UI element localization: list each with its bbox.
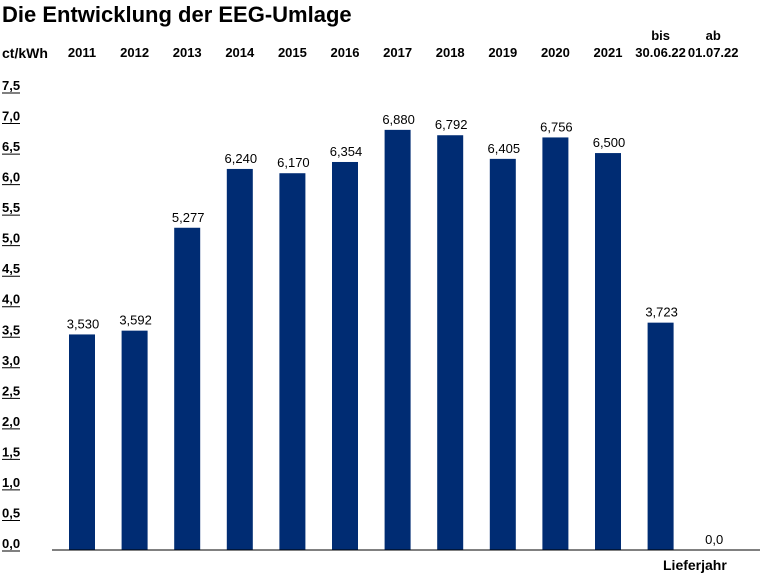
data-label: 6,354 bbox=[330, 144, 363, 159]
x-category-label: 2012 bbox=[120, 45, 149, 60]
data-label: 6,405 bbox=[488, 141, 521, 156]
x-category-label: 2016 bbox=[331, 45, 360, 60]
x-category-label: 2019 bbox=[488, 45, 517, 60]
data-label: 6,170 bbox=[277, 155, 310, 170]
bar bbox=[332, 161, 358, 550]
x-category-label: ab bbox=[706, 28, 721, 43]
y-tick-label: 5,5 bbox=[2, 200, 20, 215]
y-tick-label: 3,0 bbox=[2, 353, 20, 368]
bar bbox=[647, 322, 674, 550]
x-category-label: 2018 bbox=[436, 45, 465, 60]
bar bbox=[595, 153, 621, 551]
data-label: 3,530 bbox=[67, 316, 100, 331]
bar bbox=[489, 158, 516, 551]
chart-title: Die Entwicklung der EEG-Umlage bbox=[2, 2, 352, 27]
data-label: 0,0 bbox=[705, 532, 723, 547]
bar bbox=[542, 137, 569, 550]
x-category-label: 2011 bbox=[68, 45, 96, 60]
x-category-label: 2020 bbox=[541, 45, 570, 60]
y-tick-label: 1,0 bbox=[2, 475, 20, 490]
y-tick-label: 0,5 bbox=[2, 505, 20, 520]
data-label: 6,240 bbox=[225, 151, 258, 166]
y-tick-label: 5,0 bbox=[2, 231, 20, 246]
bars bbox=[69, 129, 674, 551]
x-category-label: 01.07.22 bbox=[688, 45, 739, 60]
bar bbox=[279, 173, 306, 550]
data-label: 6,756 bbox=[540, 119, 573, 134]
data-labels: 3,530 3,592 5,277 6,240 6,170 6,354 6,880 6,792… bbox=[67, 112, 724, 547]
y-tick-label: 0,0 bbox=[2, 536, 20, 551]
data-label: 6,500 bbox=[593, 135, 626, 150]
data-label: 3,592 bbox=[119, 313, 152, 328]
bar bbox=[121, 330, 148, 550]
y-tick-label: 6,0 bbox=[2, 170, 20, 185]
y-axis-unit-label: ct/kWh bbox=[2, 45, 48, 61]
x-axis-title: Lieferjahr bbox=[663, 557, 727, 573]
x-category-label: 2017 bbox=[383, 45, 412, 60]
y-tick-label: 3,5 bbox=[2, 322, 20, 337]
y-tick-label: 2,0 bbox=[2, 414, 20, 429]
y-axis-ticks: 0,0 0,5 1,0 1,5 2,0 2,5 3,0 3,5 4,0 4,5 5,0 5,5 6,0 6… bbox=[2, 78, 20, 552]
data-label: 6,792 bbox=[435, 117, 468, 132]
x-category-label: 30.06.22 bbox=[635, 45, 686, 60]
bar bbox=[384, 129, 411, 550]
bar bbox=[174, 227, 201, 550]
data-label: 5,277 bbox=[172, 210, 205, 225]
bar bbox=[226, 168, 253, 550]
y-tick-label: 7,5 bbox=[2, 78, 20, 93]
x-axis-categories: 2011 2012 2013 2014 2015 2016 2017 2018 2019 2020… bbox=[68, 28, 739, 60]
data-label: 3,723 bbox=[645, 305, 678, 320]
x-category-label: 2014 bbox=[225, 45, 255, 60]
y-tick-label: 6,5 bbox=[2, 139, 20, 154]
y-tick-label: 1,5 bbox=[2, 444, 20, 459]
y-tick-label: 4,5 bbox=[2, 261, 20, 276]
x-category-label: 2013 bbox=[173, 45, 202, 60]
data-label: 6,880 bbox=[382, 112, 415, 127]
x-category-label: 2015 bbox=[278, 45, 307, 60]
x-category-label: 2021 bbox=[594, 45, 623, 60]
bar bbox=[69, 334, 95, 550]
x-category-label: bis bbox=[651, 28, 670, 43]
y-tick-label: 4,0 bbox=[2, 292, 20, 307]
y-tick-label: 2,5 bbox=[2, 383, 20, 398]
bar bbox=[437, 135, 464, 550]
y-tick-label: 7,0 bbox=[2, 109, 20, 124]
